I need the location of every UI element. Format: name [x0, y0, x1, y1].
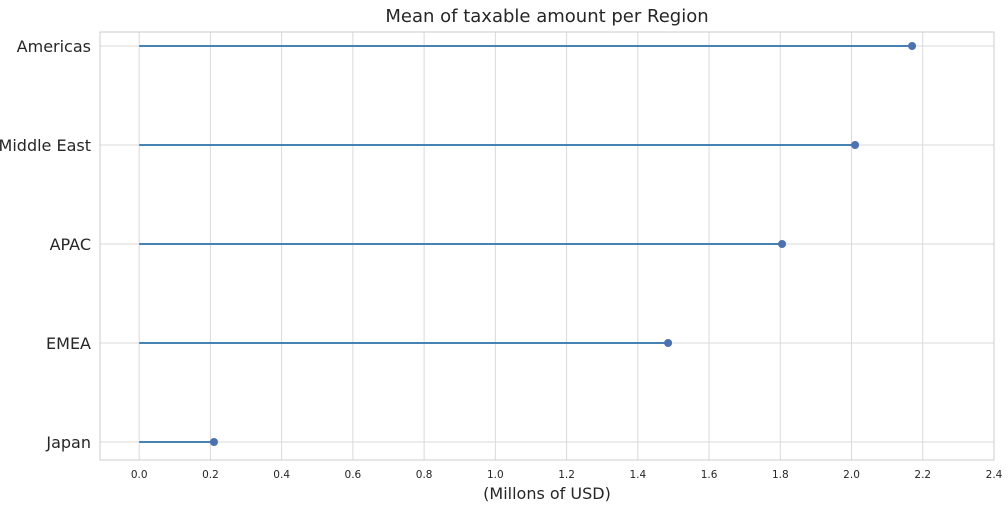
category-labels: Americas Middle East APAC EMEA Japan [0, 37, 91, 452]
marker-emea [664, 339, 673, 347]
marker-americas [908, 42, 917, 50]
x-tick-label: 0.2 [202, 469, 219, 481]
x-tick-label: 1.4 [629, 469, 646, 481]
category-label: Middle East [0, 136, 91, 155]
x-tick-label: 2.4 [986, 469, 1003, 481]
x-tick-label: 0.8 [416, 469, 433, 481]
markers-layer [209, 42, 917, 446]
x-tick-label: 0.6 [345, 469, 362, 481]
category-label: APAC [50, 235, 91, 254]
x-tick-label: 1.0 [487, 469, 504, 481]
category-label: Americas [17, 37, 91, 56]
marker-japan [209, 438, 218, 446]
x-tick-label: 1.6 [701, 469, 718, 481]
x-tick-label: 1.8 [772, 469, 789, 481]
x-tick-labels: 0.0 0.2 0.4 0.6 0.8 1.0 1.2 1.4 1.6 1.8 2.0 2.2 2.4 [131, 469, 1003, 481]
x-tick-label: 2.2 [914, 469, 931, 481]
x-tick-label: 2.0 [843, 469, 860, 481]
marker-apac [778, 240, 787, 248]
x-axis-label: (Millons of USD) [483, 484, 611, 503]
category-label: EMEA [46, 334, 91, 353]
category-label: Japan [45, 433, 91, 452]
plot-frame [99, 31, 995, 461]
grid-layer [100, 32, 995, 460]
stems-layer [139, 45, 913, 443]
chart-title: Mean of taxable amount per Region [385, 6, 708, 27]
x-tick-label: 1.2 [558, 469, 575, 481]
marker-middle-east [851, 141, 860, 149]
x-tick-label: 0.4 [273, 469, 290, 481]
x-tick-label: 0.0 [131, 469, 148, 481]
